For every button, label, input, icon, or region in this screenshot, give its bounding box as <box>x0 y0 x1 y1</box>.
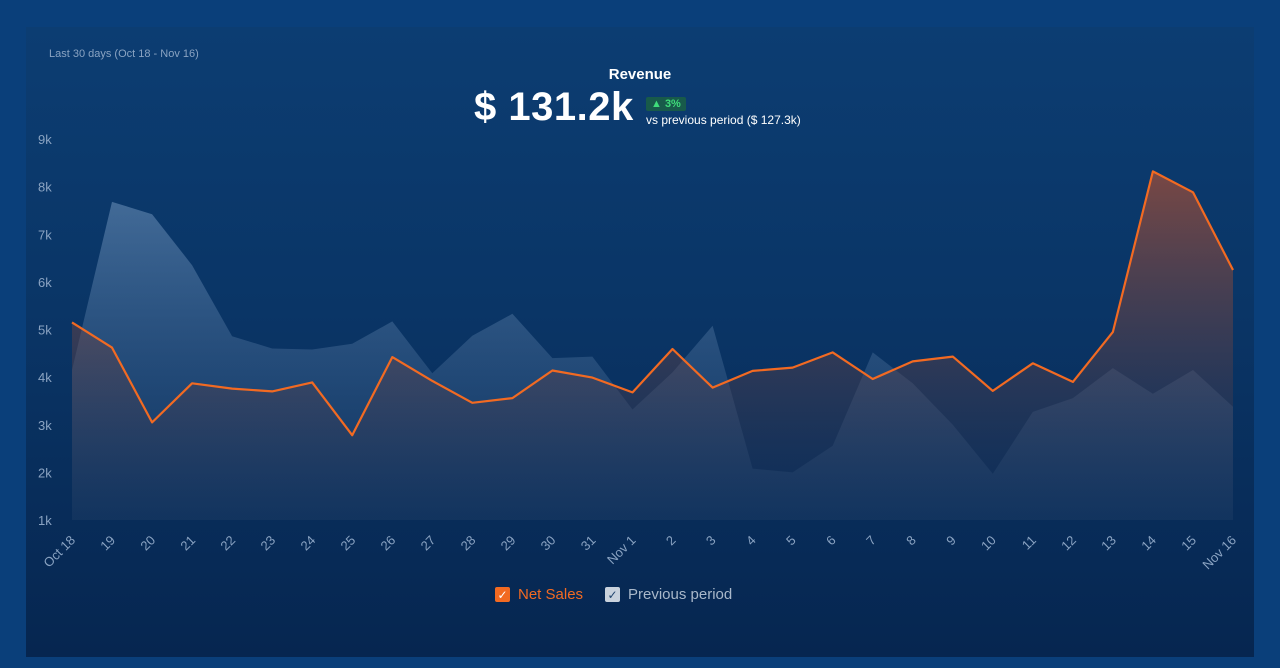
x-tick-label: 11 <box>1019 533 1039 553</box>
y-tick-label: 2k <box>38 465 52 480</box>
x-tick-label: 22 <box>217 533 238 554</box>
x-tick-label: 4 <box>743 533 759 549</box>
x-tick-label: 9 <box>943 533 959 549</box>
previous-period-compare: vs previous period ($ 127.3k) <box>646 113 801 127</box>
x-tick-label: 28 <box>458 533 479 554</box>
x-tick-label: 29 <box>498 533 519 554</box>
x-tick-label: 2 <box>663 533 679 549</box>
legend-previous-period-label: Previous period <box>628 586 733 603</box>
x-tick-label: 25 <box>338 533 359 554</box>
x-tick-label: 5 <box>783 533 799 549</box>
x-tick-label: 31 <box>578 533 599 554</box>
x-tick-label: Nov 16 <box>1199 533 1239 573</box>
x-tick-label: 8 <box>903 533 919 549</box>
change-badge: ▲ 3% <box>646 97 686 111</box>
x-tick-label: 10 <box>978 533 999 554</box>
y-tick-label: 8k <box>38 180 52 195</box>
revenue-total: $ 131.2k <box>474 85 634 129</box>
period-label: Last 30 days (Oct 18 - Nov 16) <box>49 48 199 60</box>
x-tick-label: 13 <box>1098 533 1119 554</box>
x-tick-label: 20 <box>137 533 158 554</box>
x-tick-label: 12 <box>1058 533 1079 554</box>
y-tick-label: 6k <box>38 275 52 290</box>
x-tick-label: 3 <box>703 533 719 549</box>
x-tick-label: 6 <box>823 533 839 549</box>
revenue-widget: Last 30 days (Oct 18 - Nov 16) Revenue $… <box>26 27 1254 657</box>
checkbox-checked-icon[interactable]: ✓ <box>605 587 620 602</box>
checkbox-checked-icon[interactable]: ✓ <box>495 587 510 602</box>
x-tick-label: 24 <box>297 533 318 554</box>
legend-net-sales-label: Net Sales <box>518 586 584 603</box>
x-tick-label: Nov 1 <box>604 533 639 568</box>
legend-net-sales[interactable]: ✓ Net Sales <box>495 586 583 603</box>
x-tick-label: 23 <box>257 533 278 554</box>
y-tick-label: 4k <box>38 370 52 385</box>
widget-title: Revenue <box>608 66 672 83</box>
y-tick-label: 5k <box>38 323 52 338</box>
x-tick-label: 19 <box>97 533 118 554</box>
y-tick-label: 7k <box>38 227 52 242</box>
x-tick-label: 26 <box>378 533 399 554</box>
y-tick-label: 1k <box>38 513 52 528</box>
y-tick-label: 9k <box>38 132 52 147</box>
x-tick-label: 21 <box>177 533 198 554</box>
x-tick-label: 7 <box>863 533 879 549</box>
x-tick-label: 27 <box>418 533 439 554</box>
x-tick-label: Oct 18 <box>40 533 78 571</box>
y-tick-label: 3k <box>38 418 52 433</box>
net-sales-area <box>72 171 1233 520</box>
x-tick-label: 14 <box>1138 533 1159 554</box>
net-sales-line <box>71 170 1234 437</box>
x-tick-label: 15 <box>1178 533 1199 554</box>
x-tick-label: 30 <box>538 533 559 554</box>
legend-previous-period[interactable]: ✓ Previous period <box>605 586 732 603</box>
